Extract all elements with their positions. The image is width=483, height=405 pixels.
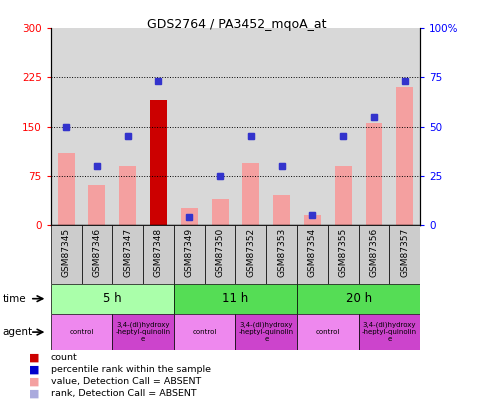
Text: GSM87347: GSM87347 — [123, 228, 132, 277]
Bar — [358, 314, 420, 350]
Bar — [143, 225, 174, 283]
Text: ■: ■ — [29, 377, 40, 386]
Text: 11 h: 11 h — [222, 292, 249, 305]
Bar — [304, 215, 321, 225]
Bar — [51, 28, 82, 225]
Text: control: control — [70, 329, 94, 335]
Bar — [174, 28, 205, 225]
Bar — [150, 100, 167, 225]
Text: GSM87356: GSM87356 — [369, 228, 379, 277]
Text: GSM87346: GSM87346 — [92, 228, 101, 277]
Text: 3,4-(di)hydroxy
-heptyl-quinolin
e: 3,4-(di)hydroxy -heptyl-quinolin e — [362, 322, 417, 342]
Bar — [205, 225, 236, 283]
Bar — [51, 284, 174, 314]
Bar — [236, 28, 266, 225]
Bar — [389, 28, 420, 225]
Bar — [112, 28, 143, 225]
Text: agent: agent — [2, 327, 32, 337]
Bar — [51, 314, 112, 350]
Bar — [358, 225, 389, 283]
Text: ■: ■ — [29, 389, 40, 399]
Bar — [181, 209, 198, 225]
Bar — [366, 123, 383, 225]
Text: GSM87345: GSM87345 — [62, 228, 71, 277]
Text: 3,4-(di)hydroxy
-heptyl-quinolin
e: 3,4-(di)hydroxy -heptyl-quinolin e — [115, 322, 170, 342]
Text: value, Detection Call = ABSENT: value, Detection Call = ABSENT — [51, 377, 201, 386]
Bar — [236, 225, 266, 283]
Text: control: control — [316, 329, 340, 335]
Bar — [51, 225, 82, 283]
Bar — [174, 314, 236, 350]
Text: time: time — [2, 294, 26, 304]
Text: percentile rank within the sample: percentile rank within the sample — [51, 365, 211, 374]
Bar — [266, 28, 297, 225]
Text: ■: ■ — [29, 352, 40, 362]
Text: 5 h: 5 h — [103, 292, 122, 305]
Bar — [297, 28, 328, 225]
Bar — [143, 28, 174, 225]
Bar — [212, 198, 228, 225]
Bar — [358, 28, 389, 225]
Text: GSM87354: GSM87354 — [308, 228, 317, 277]
Text: 3,4-(di)hydroxy
-heptyl-quinolin
e: 3,4-(di)hydroxy -heptyl-quinolin e — [239, 322, 294, 342]
Bar — [88, 185, 105, 225]
Bar — [397, 87, 413, 225]
Bar — [112, 314, 174, 350]
Bar — [82, 225, 112, 283]
Bar — [297, 314, 358, 350]
Bar — [112, 225, 143, 283]
Text: GSM87350: GSM87350 — [215, 228, 225, 277]
Bar — [82, 28, 112, 225]
Bar — [328, 28, 358, 225]
Text: control: control — [193, 329, 217, 335]
Text: ■: ■ — [29, 364, 40, 374]
Bar — [174, 225, 205, 283]
Bar — [205, 28, 236, 225]
Bar — [335, 166, 352, 225]
Bar — [389, 225, 420, 283]
Bar — [297, 225, 328, 283]
Text: rank, Detection Call = ABSENT: rank, Detection Call = ABSENT — [51, 389, 197, 398]
Text: GSM87348: GSM87348 — [154, 228, 163, 277]
Bar — [119, 166, 136, 225]
Text: count: count — [51, 353, 77, 362]
Bar — [57, 153, 74, 225]
Text: GSM87352: GSM87352 — [246, 228, 256, 277]
Text: GSM87349: GSM87349 — [185, 228, 194, 277]
Text: 20 h: 20 h — [345, 292, 372, 305]
Bar — [174, 284, 297, 314]
Text: GSM87353: GSM87353 — [277, 228, 286, 277]
Bar — [242, 162, 259, 225]
Bar — [273, 195, 290, 225]
Text: GDS2764 / PA3452_mqoA_at: GDS2764 / PA3452_mqoA_at — [147, 18, 327, 31]
Bar — [236, 314, 297, 350]
Text: GSM87355: GSM87355 — [339, 228, 348, 277]
Text: GSM87357: GSM87357 — [400, 228, 409, 277]
Bar — [297, 284, 420, 314]
Bar — [266, 225, 297, 283]
Bar — [328, 225, 358, 283]
